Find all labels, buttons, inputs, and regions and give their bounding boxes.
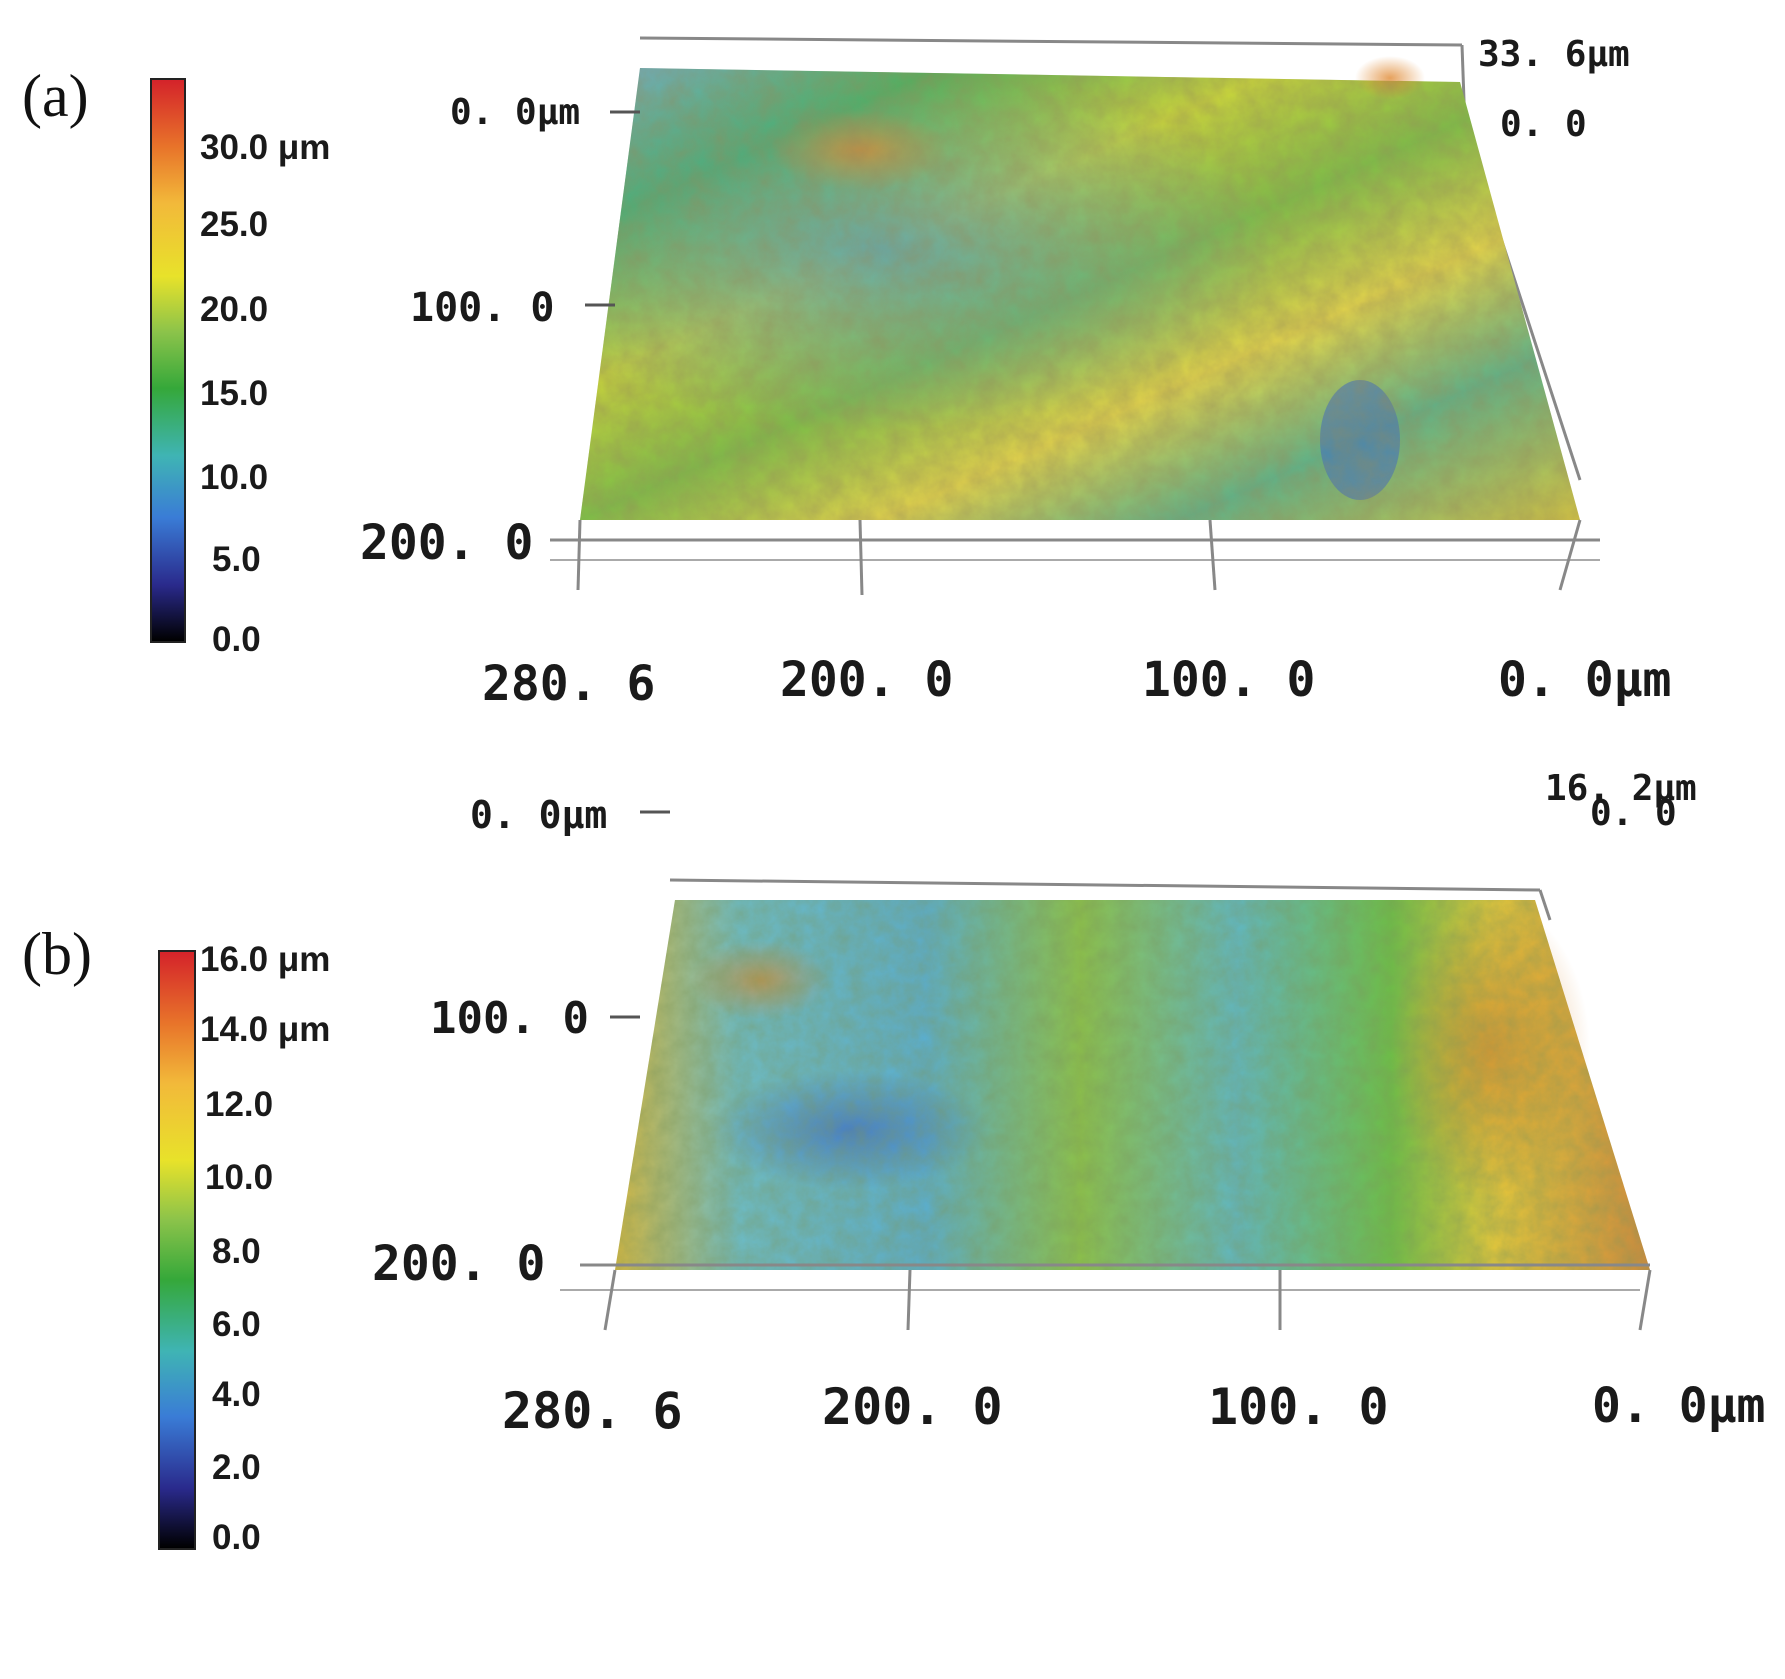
colorbar-label: 30.0 μm xyxy=(200,128,331,167)
x-axis-tick xyxy=(576,519,582,591)
x-axis-tick xyxy=(1638,1269,1652,1331)
x-axis-label: 100. 0 xyxy=(1142,652,1316,708)
surface-texture xyxy=(580,68,1580,520)
colorbar-label: 12.0 xyxy=(205,1085,274,1124)
x-axis-tick xyxy=(858,519,864,596)
surface-plot-b xyxy=(560,810,1652,1331)
colorbar-label: 6.0 xyxy=(212,1305,261,1344)
x-axis-label: 0. 0μm xyxy=(1592,1378,1766,1434)
x-axis-label: 280. 6 xyxy=(482,656,656,712)
box-edge-line xyxy=(1538,889,1552,921)
colorbar-label: 25.0 xyxy=(200,205,269,244)
x-axis-tick xyxy=(1558,519,1582,591)
colorbar xyxy=(150,78,186,643)
panel-letter: (b) xyxy=(22,921,92,987)
colorbar-label: 10.0 xyxy=(200,458,269,497)
panel-letter: (a) xyxy=(22,63,89,129)
colorbar-label: 4.0 xyxy=(212,1375,261,1414)
z-axis-label: 0. 0 xyxy=(1500,104,1587,145)
colorbar-label: 8.0 xyxy=(212,1232,261,1271)
colorbar-label: 0.0 xyxy=(212,620,261,659)
x-axis-tick xyxy=(603,1269,617,1331)
x-axis-tick xyxy=(1208,519,1217,591)
z-axis-label: 0. 0 xyxy=(1590,793,1677,834)
y-axis-label: 200. 0 xyxy=(360,515,534,571)
colorbar-label: 0.0 xyxy=(212,1518,261,1557)
colorbar-label: 16.0 μm xyxy=(200,940,331,979)
x-axis-label: 100. 0 xyxy=(1208,1378,1389,1436)
colorbar-label: 14.0 μm xyxy=(200,1010,331,1049)
surface-texture xyxy=(615,900,1650,1270)
y-axis-label: 100. 0 xyxy=(410,285,555,331)
colorbar-label: 10.0 xyxy=(205,1158,274,1197)
z-axis-label: 16. 2μm xyxy=(1545,768,1697,809)
colorbar-label: 5.0 xyxy=(212,540,261,579)
y-axis-label: 100. 0 xyxy=(430,993,589,1044)
colorbar xyxy=(158,950,196,1550)
z-axis-label: 33. 6μm xyxy=(1478,34,1630,75)
panel-b: (b) 16.0 μm 14.0 μm 12.0 10.0 8.0 6.0 4.… xyxy=(0,768,1785,1679)
box-edge-line xyxy=(639,36,1463,47)
surface-plot-a xyxy=(550,36,1600,596)
x-axis-label: 200. 0 xyxy=(780,652,954,708)
colorbar-label: 15.0 xyxy=(200,374,269,413)
x-axis-label: 0. 0μm xyxy=(1498,652,1672,708)
x-axis-tick xyxy=(906,1269,912,1331)
x-axis-label: 280. 6 xyxy=(502,1382,683,1440)
x-axis-label: 200. 0 xyxy=(822,1378,1003,1436)
y-axis-label: 0. 0μm xyxy=(470,793,608,837)
colorbar-label: 2.0 xyxy=(212,1448,261,1487)
box-edge-line xyxy=(669,878,1541,892)
colorbar-label: 20.0 xyxy=(200,290,269,329)
panel-a: (a) 30.0 μm 25.0 20.0 15.0 10.0 5.0 0.0 xyxy=(0,0,1785,800)
y-axis-label: 200. 0 xyxy=(372,1236,546,1292)
y-axis-label: 0. 0μm xyxy=(450,92,581,133)
